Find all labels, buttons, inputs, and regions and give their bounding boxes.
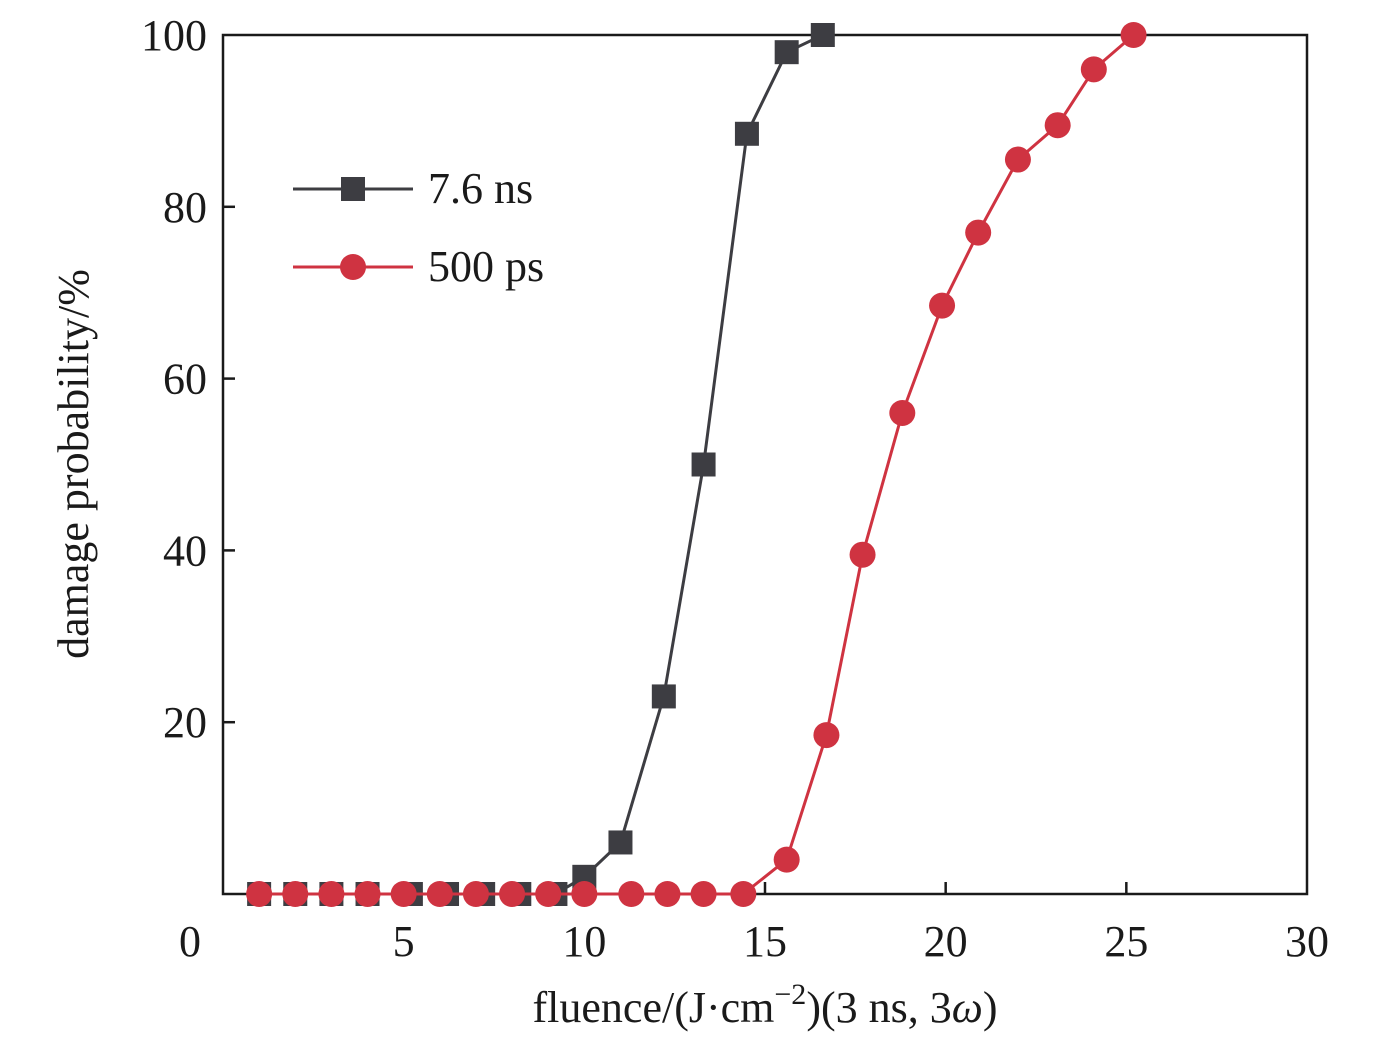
data-point-7-6-ns xyxy=(734,121,759,146)
data-point-500-ps xyxy=(462,881,489,907)
y-tick-label: 20 xyxy=(163,698,207,747)
data-point-7-6-ns xyxy=(651,684,676,709)
data-point-500-ps xyxy=(654,881,681,907)
data-point-500-ps xyxy=(318,881,345,907)
data-point-500-ps xyxy=(849,541,876,568)
x-axis-title-middle: )(3 ns, 3 xyxy=(806,983,951,1032)
legend: 7.6 ns 500 ps xyxy=(293,164,544,291)
data-point-500-ps xyxy=(499,881,526,907)
legend-label-500-ps: 500 ps xyxy=(428,242,544,291)
data-point-500-ps xyxy=(1044,112,1071,139)
x-tick-label: 5 xyxy=(393,917,415,966)
x-axis-title-suffix: ) xyxy=(983,983,998,1032)
data-point-500-ps xyxy=(965,219,992,246)
y-tick-label: 40 xyxy=(163,526,207,575)
x-axis-title-superscript: −2 xyxy=(774,978,806,1011)
tick-marks xyxy=(223,205,1128,894)
x-axis-title-prefix: fluence/(J·cm xyxy=(533,983,775,1032)
plot-frame xyxy=(221,33,1309,896)
data-point-500-ps xyxy=(690,881,717,907)
x-tick-label: 15 xyxy=(743,917,787,966)
data-point-500-ps xyxy=(354,881,381,907)
data-point-500-ps xyxy=(246,881,273,907)
x-tick-label: 25 xyxy=(1104,917,1148,966)
data-point-500-ps xyxy=(282,881,309,907)
legend-marker-circle-icon xyxy=(340,254,366,280)
legend-entry-500-ps: 500 ps xyxy=(293,242,544,291)
data-point-7-6-ns xyxy=(608,830,633,855)
y-axis-title: damage probability/% xyxy=(49,269,98,659)
legend-marker-square-icon xyxy=(341,177,365,201)
x-axis-title: fluence/(J·cm−2)(3 ns, 3ω) xyxy=(533,978,998,1032)
legend-entry-7-6-ns: 7.6 ns xyxy=(293,164,533,213)
data-point-7-6-ns xyxy=(774,40,799,65)
y-tick-label: 60 xyxy=(163,355,207,404)
x-tick-label: 30 xyxy=(1285,917,1329,966)
data-point-500-ps xyxy=(1080,56,1107,83)
data-point-500-ps xyxy=(426,881,453,907)
data-point-500-ps xyxy=(813,722,840,749)
data-point-500-ps xyxy=(618,881,645,907)
data-point-7-6-ns xyxy=(810,23,835,47)
tick-labels: 0 5 10 15 20 25 30 20 40 60 80 100 xyxy=(141,11,1329,966)
data-point-500-ps xyxy=(535,881,562,907)
x-tick-label: 0 xyxy=(179,917,201,966)
x-axis-title-italic: ω xyxy=(952,983,983,1032)
series-line-7-6-ns xyxy=(259,33,824,896)
data-point-500-ps xyxy=(390,881,417,907)
y-tick-label: 80 xyxy=(163,183,207,232)
x-tick-label: 20 xyxy=(924,917,968,966)
data-point-500-ps xyxy=(929,292,956,319)
data-point-500-ps xyxy=(889,399,916,426)
legend-label-7-6-ns: 7.6 ns xyxy=(428,164,533,213)
data-point-500-ps xyxy=(1004,146,1031,173)
data-point-500-ps xyxy=(1120,22,1147,48)
x-tick-label: 10 xyxy=(562,917,606,966)
data-point-500-ps xyxy=(571,881,598,907)
series-layer xyxy=(246,22,1147,907)
data-point-500-ps xyxy=(773,846,800,873)
data-point-500-ps xyxy=(730,881,757,907)
data-point-7-6-ns xyxy=(691,452,716,477)
y-tick-label: 100 xyxy=(141,11,207,60)
